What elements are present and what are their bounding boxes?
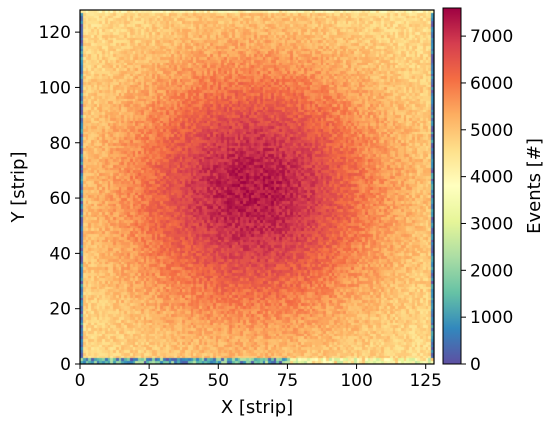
colorbar-label: Events [#]	[524, 138, 545, 234]
colorbar-tick-label: 5000	[470, 121, 513, 141]
x-tick-label: 25	[138, 371, 160, 391]
x-tick-label: 100	[340, 371, 372, 391]
colorbar-tick-label: 1000	[470, 308, 513, 328]
colorbar-ticks: 0 1000 2000 3000 4000 5000 6000 7000	[461, 27, 513, 375]
colorbar-tick-label: 3000	[470, 214, 513, 234]
x-tick-label: 0	[75, 371, 86, 391]
y-axis-ticks: 0 20 40 60 80 100 120	[39, 23, 80, 375]
x-axis-label: X [strip]	[221, 397, 293, 418]
colorbar-tick-label: 0	[470, 355, 481, 375]
y-tick-label: 120	[39, 23, 71, 43]
y-tick-label: 100	[39, 78, 71, 98]
x-tick-label: 125	[409, 371, 441, 391]
colorbar-tick-label: 2000	[470, 261, 513, 281]
y-tick-label: 40	[49, 244, 71, 264]
y-axis-label: Y [strip]	[8, 151, 29, 223]
colorbar	[442, 7, 462, 365]
y-tick-label: 20	[49, 300, 71, 320]
colorbar-tick-label: 4000	[470, 168, 513, 188]
heatmap-image	[80, 10, 434, 364]
y-tick-label: 0	[60, 355, 71, 375]
colorbar-tick-label: 6000	[470, 74, 513, 94]
plot-frame	[79, 9, 435, 365]
y-tick-label: 60	[49, 189, 71, 209]
x-tick-label: 50	[207, 371, 229, 391]
colorbar-tick-label: 7000	[470, 27, 513, 47]
x-tick-label: 75	[277, 371, 299, 391]
y-tick-label: 80	[49, 134, 71, 154]
x-axis-ticks: 0 25 50 75 100 125	[75, 364, 442, 391]
